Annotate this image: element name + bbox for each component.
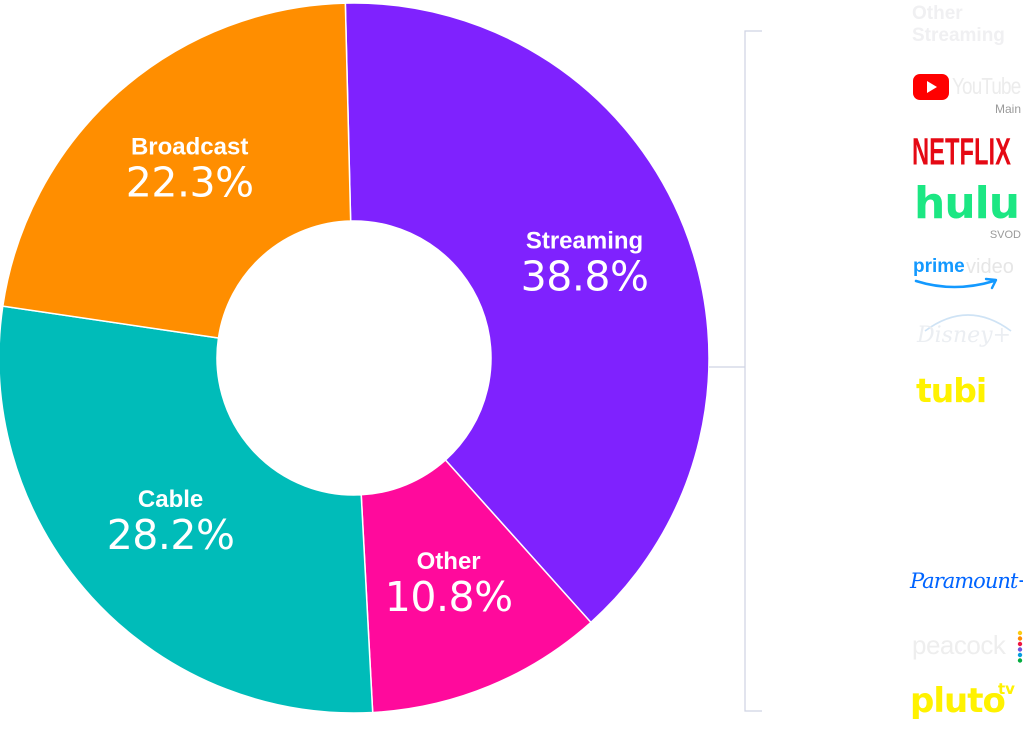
slice-value-cable: 28.2% xyxy=(107,511,235,559)
pluto-tv-superscript: tv xyxy=(998,680,1015,698)
prime-smile-icon xyxy=(914,277,998,290)
hulu-sublabel: SVOD xyxy=(989,229,1021,241)
disney-arc-icon xyxy=(924,314,1012,332)
video-wordmark: video xyxy=(966,256,1014,278)
donut-hole xyxy=(217,221,491,495)
prime-wordmark: prime xyxy=(913,256,965,277)
slice-label-cable: Cable xyxy=(138,486,203,513)
hulu-wordmark: hulu xyxy=(914,178,1020,229)
youtube-play-button-icon xyxy=(913,74,949,100)
slice-value-streaming: 38.8% xyxy=(521,253,649,301)
peacock-wordmark: peacock xyxy=(912,630,1006,660)
other-streaming-header-line: Streaming xyxy=(912,25,1005,46)
slice-label-streaming: Streaming xyxy=(526,228,643,255)
other-streaming-header: Other Streaming xyxy=(912,3,1022,47)
youtube-logo: YouTube Main xyxy=(913,74,1023,120)
prime-video-logo: prime video xyxy=(912,255,1023,295)
youtube-sublabel: Main xyxy=(994,102,1021,116)
pluto-wordmark: pluto xyxy=(910,681,1006,721)
peacock-logo: peacock xyxy=(912,630,1023,664)
slice-label-broadcast: Broadcast xyxy=(131,133,248,160)
disney-wordmark: Disney+ xyxy=(917,323,1012,348)
tubi-logo: tubi xyxy=(916,371,987,410)
netflix-logo: NETFLIX xyxy=(912,129,1011,173)
other-streaming-header-line: Other xyxy=(912,3,963,24)
pluto-tv-logo: pluto tv xyxy=(910,680,1023,728)
slice-value-other: 10.8% xyxy=(385,573,513,621)
slice-label-other: Other xyxy=(417,548,481,575)
peacock-dots-icon xyxy=(1017,630,1023,663)
disney-plus-logo: Disney+ xyxy=(913,305,1023,357)
paramount-plus-logo: Paramount+ xyxy=(910,569,1023,593)
youtube-wordmark: YouTube xyxy=(952,73,1021,99)
slice-value-broadcast: 22.3% xyxy=(126,158,254,206)
hulu-logo: hulu SVOD xyxy=(912,182,1023,244)
